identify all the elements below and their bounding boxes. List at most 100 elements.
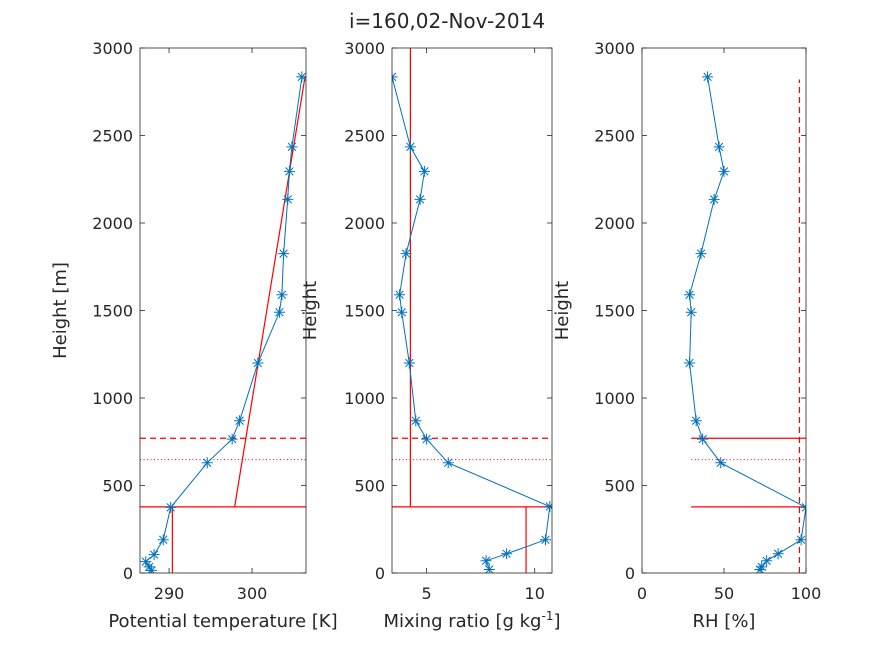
marker-stroke xyxy=(235,416,244,425)
marker-stroke xyxy=(703,72,712,82)
y-tick-label: 1000 xyxy=(594,389,635,408)
y-tick-label: 2000 xyxy=(92,214,133,233)
data-point xyxy=(442,457,454,469)
marker-stroke xyxy=(415,195,425,204)
data-point xyxy=(685,306,697,318)
y-tick-label: 500 xyxy=(604,477,635,496)
y-tick-label: 1500 xyxy=(344,302,385,321)
reference-line-solid-3 xyxy=(234,75,306,507)
marker-stroke xyxy=(696,249,706,258)
marker-stroke xyxy=(397,308,406,317)
marker-stroke xyxy=(757,562,766,572)
data-point xyxy=(410,415,422,427)
data-point xyxy=(421,433,433,445)
marker-stroke xyxy=(796,535,806,544)
marker-stroke xyxy=(685,290,694,299)
x-tick-label: 100 xyxy=(791,584,822,603)
data-point xyxy=(690,415,702,427)
data-point xyxy=(544,501,552,512)
y-tick-label: 0 xyxy=(375,564,385,583)
marker-stroke xyxy=(411,416,420,425)
reference-lines xyxy=(691,79,806,573)
data-point xyxy=(756,561,768,573)
data-point xyxy=(715,457,727,469)
y-tick-label: 1000 xyxy=(92,389,133,408)
data-point xyxy=(483,564,495,573)
marker-stroke xyxy=(801,503,806,509)
x-tick-label: 0 xyxy=(637,584,647,603)
marker-stroke xyxy=(287,142,297,152)
data-point xyxy=(148,549,160,561)
marker-stroke xyxy=(422,434,431,444)
data-point xyxy=(140,556,152,568)
series-line xyxy=(392,76,551,570)
y-tick-label: 3000 xyxy=(594,39,635,58)
marker-stroke xyxy=(285,167,294,176)
x-axis-label-suffix: ] xyxy=(553,611,560,632)
marker-stroke xyxy=(279,249,288,258)
marker-stroke xyxy=(686,308,696,317)
y-tick-label: 2500 xyxy=(594,127,635,146)
series-line xyxy=(689,76,806,570)
y-tick-label: 2000 xyxy=(594,214,635,233)
data-point xyxy=(276,289,288,301)
data-point xyxy=(718,165,730,177)
subplot-1: 0 500 1000 1500 2000 2500 3000 290 300 Potential … xyxy=(50,39,338,632)
marker-stroke xyxy=(149,550,159,559)
data-point xyxy=(286,141,298,153)
y-tick-label: 0 xyxy=(123,564,133,583)
data-point xyxy=(392,71,398,83)
marker-stroke xyxy=(762,556,771,565)
reference-lines xyxy=(392,48,552,573)
marker-stroke xyxy=(719,167,729,176)
marker-stroke xyxy=(801,506,806,512)
data-point xyxy=(684,357,696,369)
data-point xyxy=(695,248,707,260)
subplot-2: 0 500 1000 1500 2000 2500 3000 5 10 Mixing ratio … xyxy=(300,39,560,632)
marker-stroke xyxy=(685,358,694,368)
data-point xyxy=(697,433,709,445)
data-point xyxy=(480,555,492,567)
marker-stroke xyxy=(277,290,287,299)
data-point xyxy=(278,248,290,260)
marker-stroke xyxy=(405,358,414,368)
data-point xyxy=(404,141,416,153)
y-tick-label: 1500 xyxy=(594,302,635,321)
marker-stroke xyxy=(392,72,397,78)
data-point xyxy=(795,534,806,546)
marker-stroke xyxy=(716,458,725,467)
marker-stroke xyxy=(144,562,154,572)
data-point xyxy=(396,306,408,318)
x-tick-label: 290 xyxy=(154,584,185,603)
y-axis-label: Height [m] xyxy=(50,262,71,359)
data-point xyxy=(394,289,406,301)
data-point xyxy=(283,165,295,177)
data-point xyxy=(418,165,430,177)
data-point xyxy=(226,433,238,445)
marker-stroke xyxy=(401,249,411,258)
data-point xyxy=(273,306,285,318)
series xyxy=(392,71,552,573)
data-point xyxy=(501,548,513,560)
y-tick-label: 3000 xyxy=(344,39,385,58)
data-point xyxy=(684,289,696,301)
series-line xyxy=(145,76,303,571)
data-point xyxy=(713,141,725,153)
data-point xyxy=(702,71,714,83)
y-tick-label: 1000 xyxy=(344,389,385,408)
marker-stroke xyxy=(283,195,292,204)
marker-stroke xyxy=(227,434,237,444)
data-point xyxy=(282,193,294,205)
marker-stroke xyxy=(709,195,719,204)
x-tick-label: 300 xyxy=(237,584,268,603)
marker-stroke xyxy=(420,167,429,176)
data-point xyxy=(800,501,806,513)
marker-stroke xyxy=(502,549,511,558)
marker-stroke xyxy=(159,535,168,544)
marker-stroke xyxy=(406,142,415,152)
data-point xyxy=(234,415,246,427)
data-point xyxy=(296,71,306,83)
data-point xyxy=(201,457,213,469)
y-tick-label: 3000 xyxy=(92,39,133,58)
